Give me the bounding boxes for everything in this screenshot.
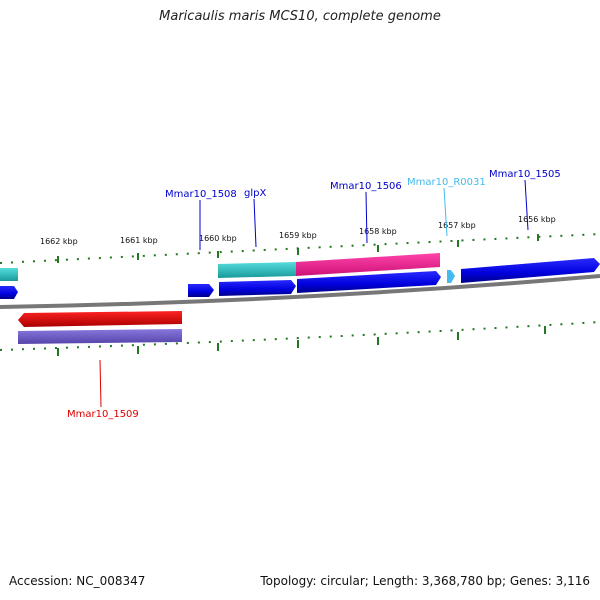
cds-glpx — [219, 280, 296, 296]
label-mmar10-r0031: Mmar10_R0031 — [407, 177, 486, 188]
scale-label-1657: 1657 kbp — [438, 221, 476, 230]
accession-text: Accession: NC_008347 — [9, 574, 146, 588]
feature-glpx — [218, 262, 296, 278]
leader-mmar10-1509 — [99, 359, 102, 408]
feature-mmar10-1509-purple — [18, 329, 182, 344]
rna-mmar10-r0031 — [447, 270, 455, 283]
label-mmar10-1506: Mmar10_1506 — [330, 181, 402, 192]
label-mmar10-1508: Mmar10_1508 — [165, 189, 237, 200]
scale-label-1662: 1662 kbp — [40, 237, 78, 246]
label-glpx: glpX — [244, 188, 266, 199]
label-mmar10-1505: Mmar10_1505 — [489, 169, 561, 180]
cds-mmar10-1508 — [188, 284, 214, 297]
scale-label-1660: 1660 kbp — [199, 234, 237, 243]
leader-glpx — [253, 198, 257, 248]
scale-label-1658: 1658 kbp — [359, 227, 397, 236]
cds-mmar10-1506 — [297, 271, 441, 293]
leader-mmar10-1506 — [365, 191, 368, 244]
feature-mmar10-1506-pink — [296, 253, 440, 276]
cds-mmar10-1505 — [461, 258, 600, 283]
leader-mmar10-r0031 — [443, 187, 448, 237]
topology-text: Topology: circular; Length: 3,368,780 bp… — [260, 574, 590, 588]
cds-left-edge — [0, 286, 18, 299]
lower-ruler-ticks — [57, 326, 546, 356]
feature-teal-left — [0, 268, 18, 281]
genome-backbone — [0, 274, 600, 309]
map-title: Maricaulis maris MCS10, complete genome — [159, 9, 441, 24]
upper-ruler-ticks — [57, 234, 539, 263]
label-mmar10-1509: Mmar10_1509 — [67, 409, 139, 420]
cds-mmar10-1509 — [18, 311, 182, 327]
scale-label-1656: 1656 kbp — [518, 215, 556, 224]
scale-label-1661: 1661 kbp — [120, 236, 158, 245]
leader-mmar10-1505 — [524, 179, 529, 231]
scale-label-1659: 1659 kbp — [279, 231, 317, 240]
